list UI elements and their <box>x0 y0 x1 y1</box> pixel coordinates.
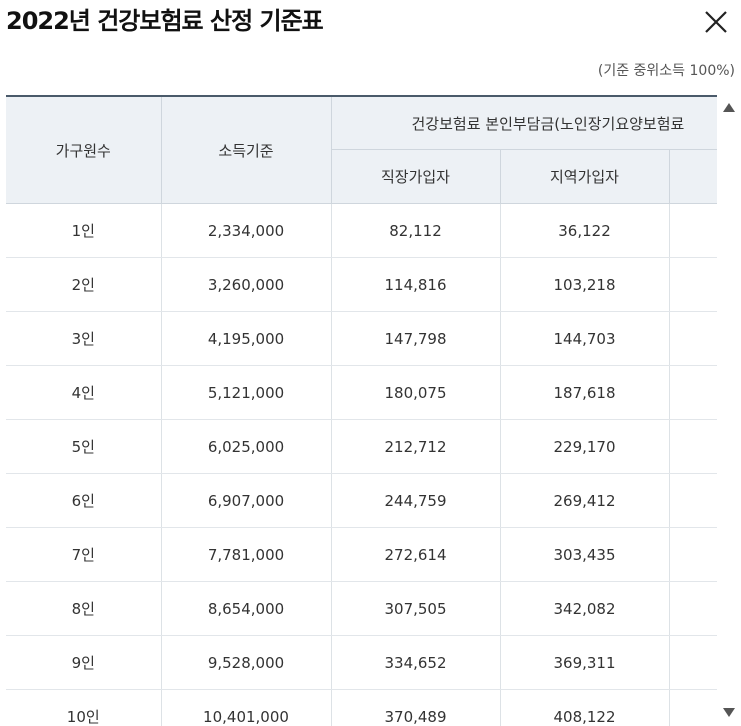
scroll-down-button[interactable] <box>719 702 739 722</box>
triangle-down-icon <box>723 708 735 717</box>
cell-regional: 229,170 <box>499 419 669 474</box>
cell-employee: 307,505 <box>330 581 500 636</box>
cell-income: 4,195,000 <box>160 311 331 366</box>
table-row: 3인 4,195,000 147,798 144,703 <box>6 311 717 366</box>
premium-table-container[interactable]: 가구원수 소득기준 건강보험료 본인부담금(노인장기요양보험료 직장가입자 지역… <box>6 95 717 726</box>
cell-household: 3인 <box>6 311 161 366</box>
triangle-up-icon <box>723 103 735 112</box>
cell-extra <box>668 311 717 366</box>
table-row: 6인 6,907,000 244,759 269,412 <box>6 473 717 528</box>
table-row: 8인 8,654,000 307,505 342,082 <box>6 581 717 636</box>
cell-household: 2인 <box>6 257 161 312</box>
cell-regional: 144,703 <box>499 311 669 366</box>
cell-income: 2,334,000 <box>160 203 331 258</box>
cell-extra <box>668 419 717 474</box>
cell-income: 10,401,000 <box>160 689 331 726</box>
cell-income: 5,121,000 <box>160 365 331 420</box>
cell-employee: 334,652 <box>330 635 500 690</box>
cell-extra <box>668 473 717 528</box>
dialog-title: 2022년 건강보험료 산정 기준표 <box>6 7 324 35</box>
cell-household: 6인 <box>6 473 161 528</box>
table-row: 5인 6,025,000 212,712 229,170 <box>6 419 717 474</box>
cell-extra <box>668 365 717 420</box>
cell-extra <box>668 203 717 258</box>
table-row: 4인 5,121,000 180,075 187,618 <box>6 365 717 420</box>
cell-regional: 303,435 <box>499 527 669 582</box>
cell-income: 9,528,000 <box>160 635 331 690</box>
table-row: 9인 9,528,000 334,652 369,311 <box>6 635 717 690</box>
header-employee: 직장가입자 <box>330 149 500 204</box>
table-row: 10인 10,401,000 370,489 408,122 <box>6 689 717 726</box>
cell-household: 9인 <box>6 635 161 690</box>
cell-regional: 36,122 <box>499 203 669 258</box>
cell-regional: 103,218 <box>499 257 669 312</box>
table-row: 1인 2,334,000 82,112 36,122 <box>6 203 717 258</box>
cell-regional: 408,122 <box>499 689 669 726</box>
table-row: 2인 3,260,000 114,816 103,218 <box>6 257 717 312</box>
cell-extra <box>668 689 717 726</box>
cell-income: 8,654,000 <box>160 581 331 636</box>
cell-employee: 180,075 <box>330 365 500 420</box>
cell-employee: 147,798 <box>330 311 500 366</box>
cell-regional: 342,082 <box>499 581 669 636</box>
table-row: 7인 7,781,000 272,614 303,435 <box>6 527 717 582</box>
cell-household: 7인 <box>6 527 161 582</box>
cell-household: 8인 <box>6 581 161 636</box>
cell-household: 1인 <box>6 203 161 258</box>
cell-regional: 187,618 <box>499 365 669 420</box>
close-button[interactable] <box>700 6 732 38</box>
cell-household: 4인 <box>6 365 161 420</box>
cell-regional: 269,412 <box>499 473 669 528</box>
cell-income: 3,260,000 <box>160 257 331 312</box>
cell-household: 10인 <box>6 689 161 726</box>
cell-income: 7,781,000 <box>160 527 331 582</box>
cell-extra <box>668 635 717 690</box>
cell-employee: 272,614 <box>330 527 500 582</box>
cell-household: 5인 <box>6 419 161 474</box>
cell-income: 6,025,000 <box>160 419 331 474</box>
cell-extra <box>668 257 717 312</box>
scroll-up-button[interactable] <box>719 98 739 118</box>
header-extra <box>668 149 717 204</box>
close-icon <box>705 11 727 33</box>
premium-table: 가구원수 소득기준 건강보험료 본인부담금(노인장기요양보험료 직장가입자 지역… <box>6 95 717 726</box>
cell-employee: 114,816 <box>330 257 500 312</box>
cell-regional: 369,311 <box>499 635 669 690</box>
cell-employee: 244,759 <box>330 473 500 528</box>
cell-income: 6,907,000 <box>160 473 331 528</box>
header-regional: 지역가입자 <box>499 149 669 204</box>
header-income: 소득기준 <box>160 95 331 204</box>
cell-extra <box>668 527 717 582</box>
cell-extra <box>668 581 717 636</box>
header-premium-group: 건강보험료 본인부담금(노인장기요양보험료 <box>330 95 717 150</box>
cell-employee: 370,489 <box>330 689 500 726</box>
cell-employee: 212,712 <box>330 419 500 474</box>
median-income-note: (기준 중위소득 100%) <box>597 63 735 79</box>
header-household: 가구원수 <box>6 95 161 204</box>
cell-employee: 82,112 <box>330 203 500 258</box>
